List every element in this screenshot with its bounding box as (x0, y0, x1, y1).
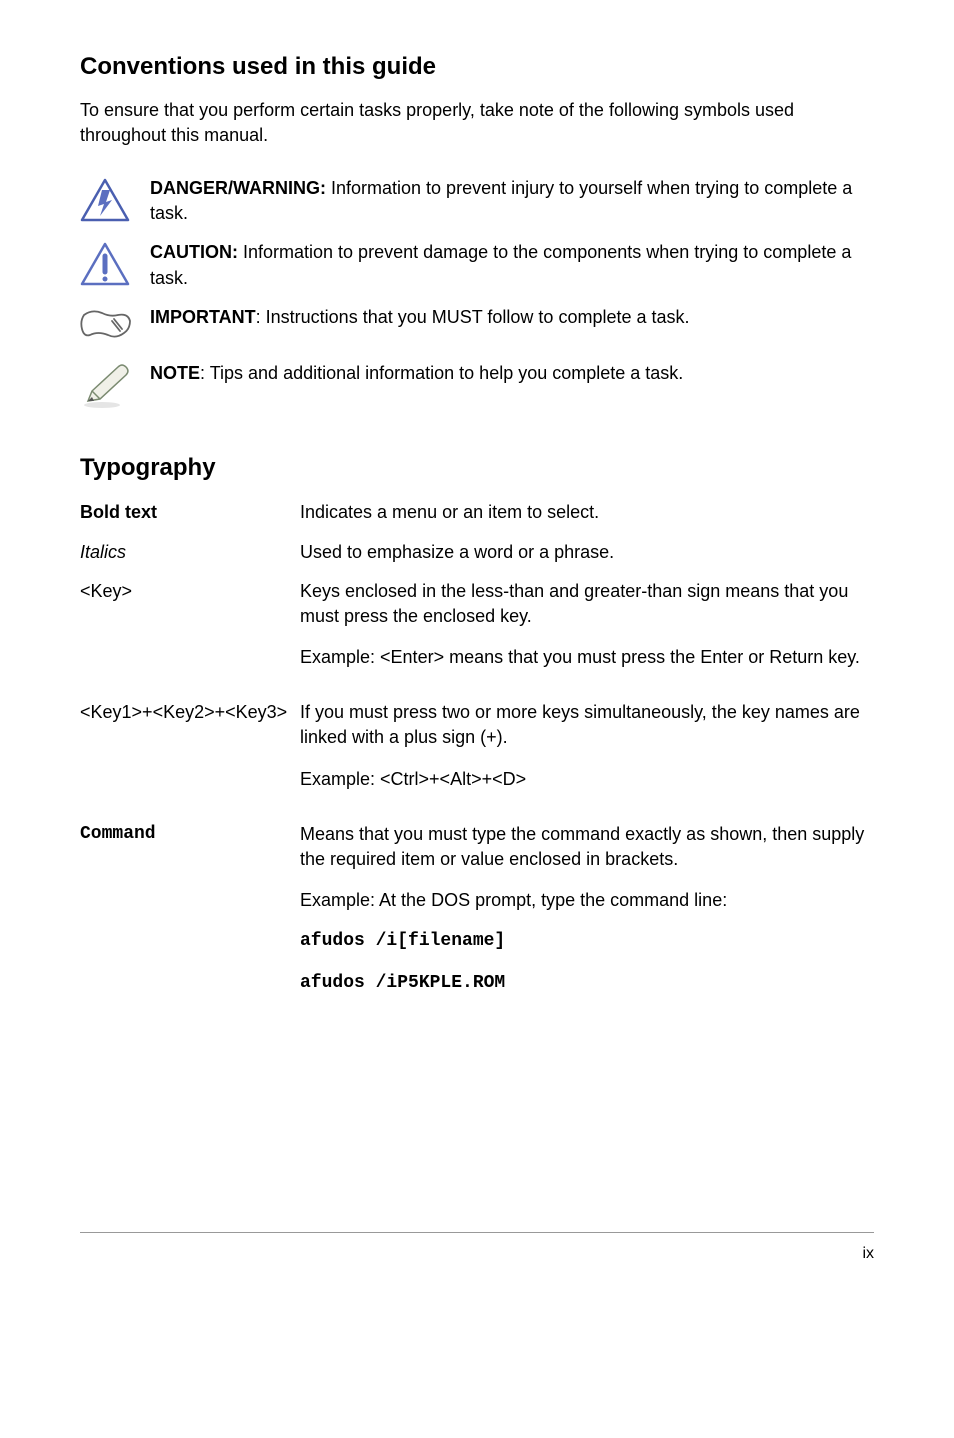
important-text: IMPORTANT: Instructions that you MUST fo… (150, 305, 874, 330)
caution-callout: CAUTION: Information to prevent damage t… (80, 240, 874, 290)
important-body: : Instructions that you MUST follow to c… (256, 307, 690, 327)
typo-key-desc1: Keys enclosed in the less-than and great… (300, 579, 874, 629)
typo-row-italics: Italics Used to emphasize a word or a ph… (80, 540, 874, 565)
typo-desc-bold: Indicates a menu or an item to select. (300, 500, 874, 525)
typo-label-italics: Italics (80, 540, 300, 565)
typo-desc-command: Means that you must type the command exa… (300, 822, 874, 1012)
typo-desc-keys: If you must press two or more keys simul… (300, 700, 874, 808)
typo-command-desc2: Example: At the DOS prompt, type the com… (300, 888, 874, 913)
note-icon (80, 361, 150, 411)
important-callout: IMPORTANT: Instructions that you MUST fo… (80, 305, 874, 347)
typo-row-keys: <Key1>+<Key2>+<Key3> If you must press t… (80, 700, 874, 808)
typo-keys-desc1: If you must press two or more keys simul… (300, 700, 874, 750)
typography-heading: Typography (80, 451, 874, 485)
typo-label-command: Command (80, 822, 300, 847)
note-label: NOTE (150, 363, 200, 383)
typo-label-bold: Bold text (80, 500, 300, 525)
note-text: NOTE: Tips and additional information to… (150, 361, 874, 386)
caution-text: CAUTION: Information to prevent damage t… (150, 240, 874, 290)
danger-text: DANGER/WARNING: Information to prevent i… (150, 176, 874, 226)
typo-command-desc1: Means that you must type the command exa… (300, 822, 874, 872)
typo-command-code1: afudos /i[filename] (300, 929, 874, 954)
typo-row-bold: Bold text Indicates a menu or an item to… (80, 500, 874, 525)
danger-icon (80, 176, 150, 222)
note-body: : Tips and additional information to hel… (200, 363, 683, 383)
typo-key-desc2: Example: <Enter> means that you must pre… (300, 645, 874, 670)
typo-row-key: <Key> Keys enclosed in the less-than and… (80, 579, 874, 687)
page-number: ix (862, 1245, 874, 1262)
typo-row-command: Command Means that you must type the com… (80, 822, 874, 1012)
caution-icon (80, 240, 150, 286)
intro-paragraph: To ensure that you perform certain tasks… (80, 98, 874, 148)
callouts-section: DANGER/WARNING: Information to prevent i… (80, 176, 874, 411)
typo-desc-italics: Used to emphasize a word or a phrase. (300, 540, 874, 565)
danger-label: DANGER/WARNING: (150, 178, 326, 198)
important-label: IMPORTANT (150, 307, 256, 327)
typography-section: Typography Bold text Indicates a menu or… (80, 451, 874, 1012)
note-callout: NOTE: Tips and additional information to… (80, 361, 874, 411)
page-footer: ix (80, 1232, 874, 1265)
important-icon (80, 305, 150, 347)
typo-label-key: <Key> (80, 579, 300, 604)
typo-keys-desc2: Example: <Ctrl>+<Alt>+<D> (300, 767, 874, 792)
typo-label-keys: <Key1>+<Key2>+<Key3> (80, 700, 300, 725)
caution-label: CAUTION: (150, 242, 238, 262)
conventions-heading: Conventions used in this guide (80, 50, 874, 84)
danger-callout: DANGER/WARNING: Information to prevent i… (80, 176, 874, 226)
typo-command-code2: afudos /iP5KPLE.ROM (300, 971, 874, 996)
typo-desc-key: Keys enclosed in the less-than and great… (300, 579, 874, 687)
caution-body: Information to prevent damage to the com… (150, 242, 851, 287)
